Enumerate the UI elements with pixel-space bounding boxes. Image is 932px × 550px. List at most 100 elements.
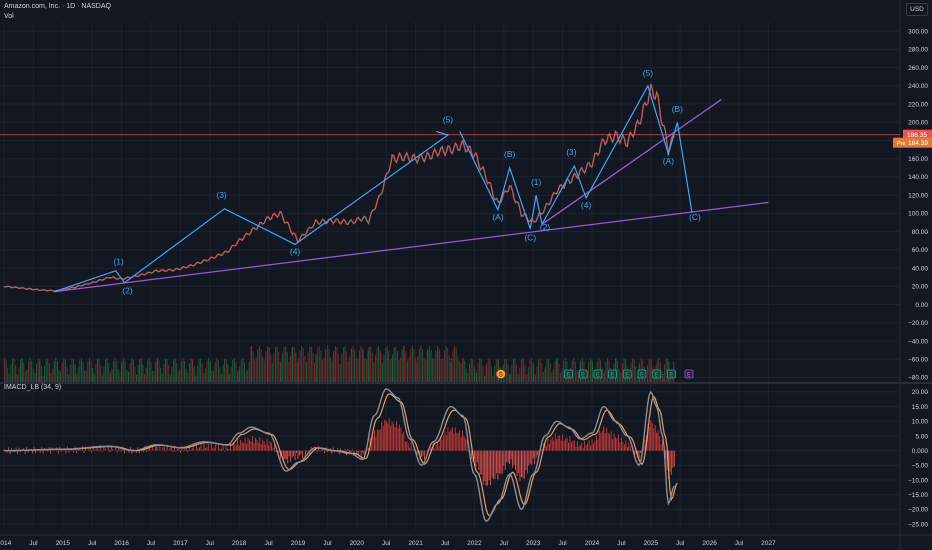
volume-bar [92, 368, 94, 382]
volume-bar [271, 363, 273, 382]
volume-bar [126, 369, 128, 382]
y-tick-label: 60.00 [912, 247, 929, 254]
macd-y-tick-label: −25.00 [908, 521, 928, 528]
volume-bar [517, 374, 519, 382]
volume-bar [37, 358, 39, 382]
volume-bar [422, 349, 423, 382]
volume-bar [448, 355, 450, 382]
wave-label: (1) [113, 256, 124, 266]
volume-bar [56, 361, 58, 382]
macd-y-tick-label: 0.000 [912, 448, 929, 455]
volume-bar [10, 364, 12, 382]
x-tick-label: Jul [382, 540, 391, 547]
volume-bar [87, 361, 89, 382]
macd-y-tick-label: 20.00 [912, 389, 929, 396]
y-tick-label: −40.00 [908, 338, 928, 345]
volume-bar [217, 359, 219, 382]
y-tick-label: 100.00 [908, 211, 928, 218]
pre-market-label: Pre [897, 141, 906, 147]
volume-bar [97, 358, 98, 382]
trendline [53, 201, 769, 293]
volume-bar [124, 361, 126, 382]
volume-bar [280, 362, 282, 382]
volume-bar [531, 358, 533, 382]
volume-bar [307, 352, 309, 382]
volume-bar [486, 362, 488, 382]
volume-bar [435, 350, 437, 382]
volume-bar [188, 363, 190, 382]
volume-bar [532, 362, 534, 382]
volume-bar [476, 372, 477, 382]
volume-bar [389, 359, 391, 382]
volume-bar [295, 352, 297, 382]
volume-bar [66, 367, 68, 382]
volume-bar [71, 358, 73, 382]
volume-bar [662, 374, 664, 382]
volume-bar [195, 375, 197, 382]
earnings-marker [637, 369, 647, 379]
currency-button[interactable]: USD [906, 3, 928, 16]
volume-bar [492, 375, 494, 382]
volume-bar [148, 358, 150, 382]
volume-bar [270, 354, 272, 382]
volume-bar [281, 353, 283, 382]
volume-bar [240, 359, 242, 382]
volume-bar [556, 358, 558, 382]
volume-bar [664, 364, 666, 382]
volume-bar [365, 358, 367, 382]
volume-bar [415, 361, 417, 382]
volume-legend[interactable]: Vol [4, 13, 14, 20]
volume-bar [516, 364, 518, 382]
volume-bar [648, 359, 650, 382]
volume-bar [323, 357, 325, 382]
volume-bar [185, 369, 187, 382]
volume-bar [113, 361, 115, 382]
earnings-marker [593, 369, 603, 379]
volume-bar [592, 362, 593, 382]
wave-label: (5) [643, 68, 654, 78]
volume-bar [201, 363, 203, 382]
volume-bar [222, 364, 224, 382]
volume-bar [128, 371, 129, 382]
volume-bar [546, 359, 548, 382]
volume-bar [542, 371, 544, 382]
volume-bar [445, 346, 447, 382]
symbol-title[interactable]: Amazon.com, Inc. · 1D · NASDAQ [4, 3, 111, 10]
volume-bar [379, 350, 381, 382]
volume-bar [465, 368, 467, 382]
volume-bar [177, 372, 179, 382]
volume-bar [457, 356, 459, 382]
volume-bar [116, 361, 118, 382]
x-tick-label: 2015 [56, 540, 71, 547]
volume-bar [232, 359, 234, 382]
volume-bar [519, 367, 521, 382]
volume-bar [248, 361, 250, 382]
event-marker-label: E [687, 373, 691, 379]
volume-bar [137, 365, 139, 382]
macd-y-tick-label: 5.00 [915, 433, 928, 440]
volume-bar [339, 363, 341, 382]
y-tick-label: 260.00 [908, 65, 928, 72]
volume-bar [368, 346, 370, 382]
volume-bar [413, 349, 415, 382]
volume-bar [425, 359, 427, 382]
volume-bar [536, 366, 538, 382]
volume-bar [213, 371, 214, 382]
volume-bar [285, 346, 287, 382]
volume-bar [296, 362, 298, 382]
volume-bar [192, 359, 194, 382]
volume-bar [442, 358, 444, 382]
volume-bar [529, 359, 531, 382]
volume-bar [385, 347, 387, 382]
volume-bar [357, 359, 359, 382]
x-tick-label: 2026 [702, 540, 717, 547]
volume-bar [318, 346, 320, 382]
volume-bar [90, 360, 92, 382]
wave-label: (4) [581, 200, 592, 210]
volume-bar [229, 374, 231, 382]
volume-bar [31, 360, 33, 382]
volume-bar [29, 358, 31, 382]
wave-label: (2) [122, 286, 133, 296]
volume-bar [45, 359, 47, 382]
